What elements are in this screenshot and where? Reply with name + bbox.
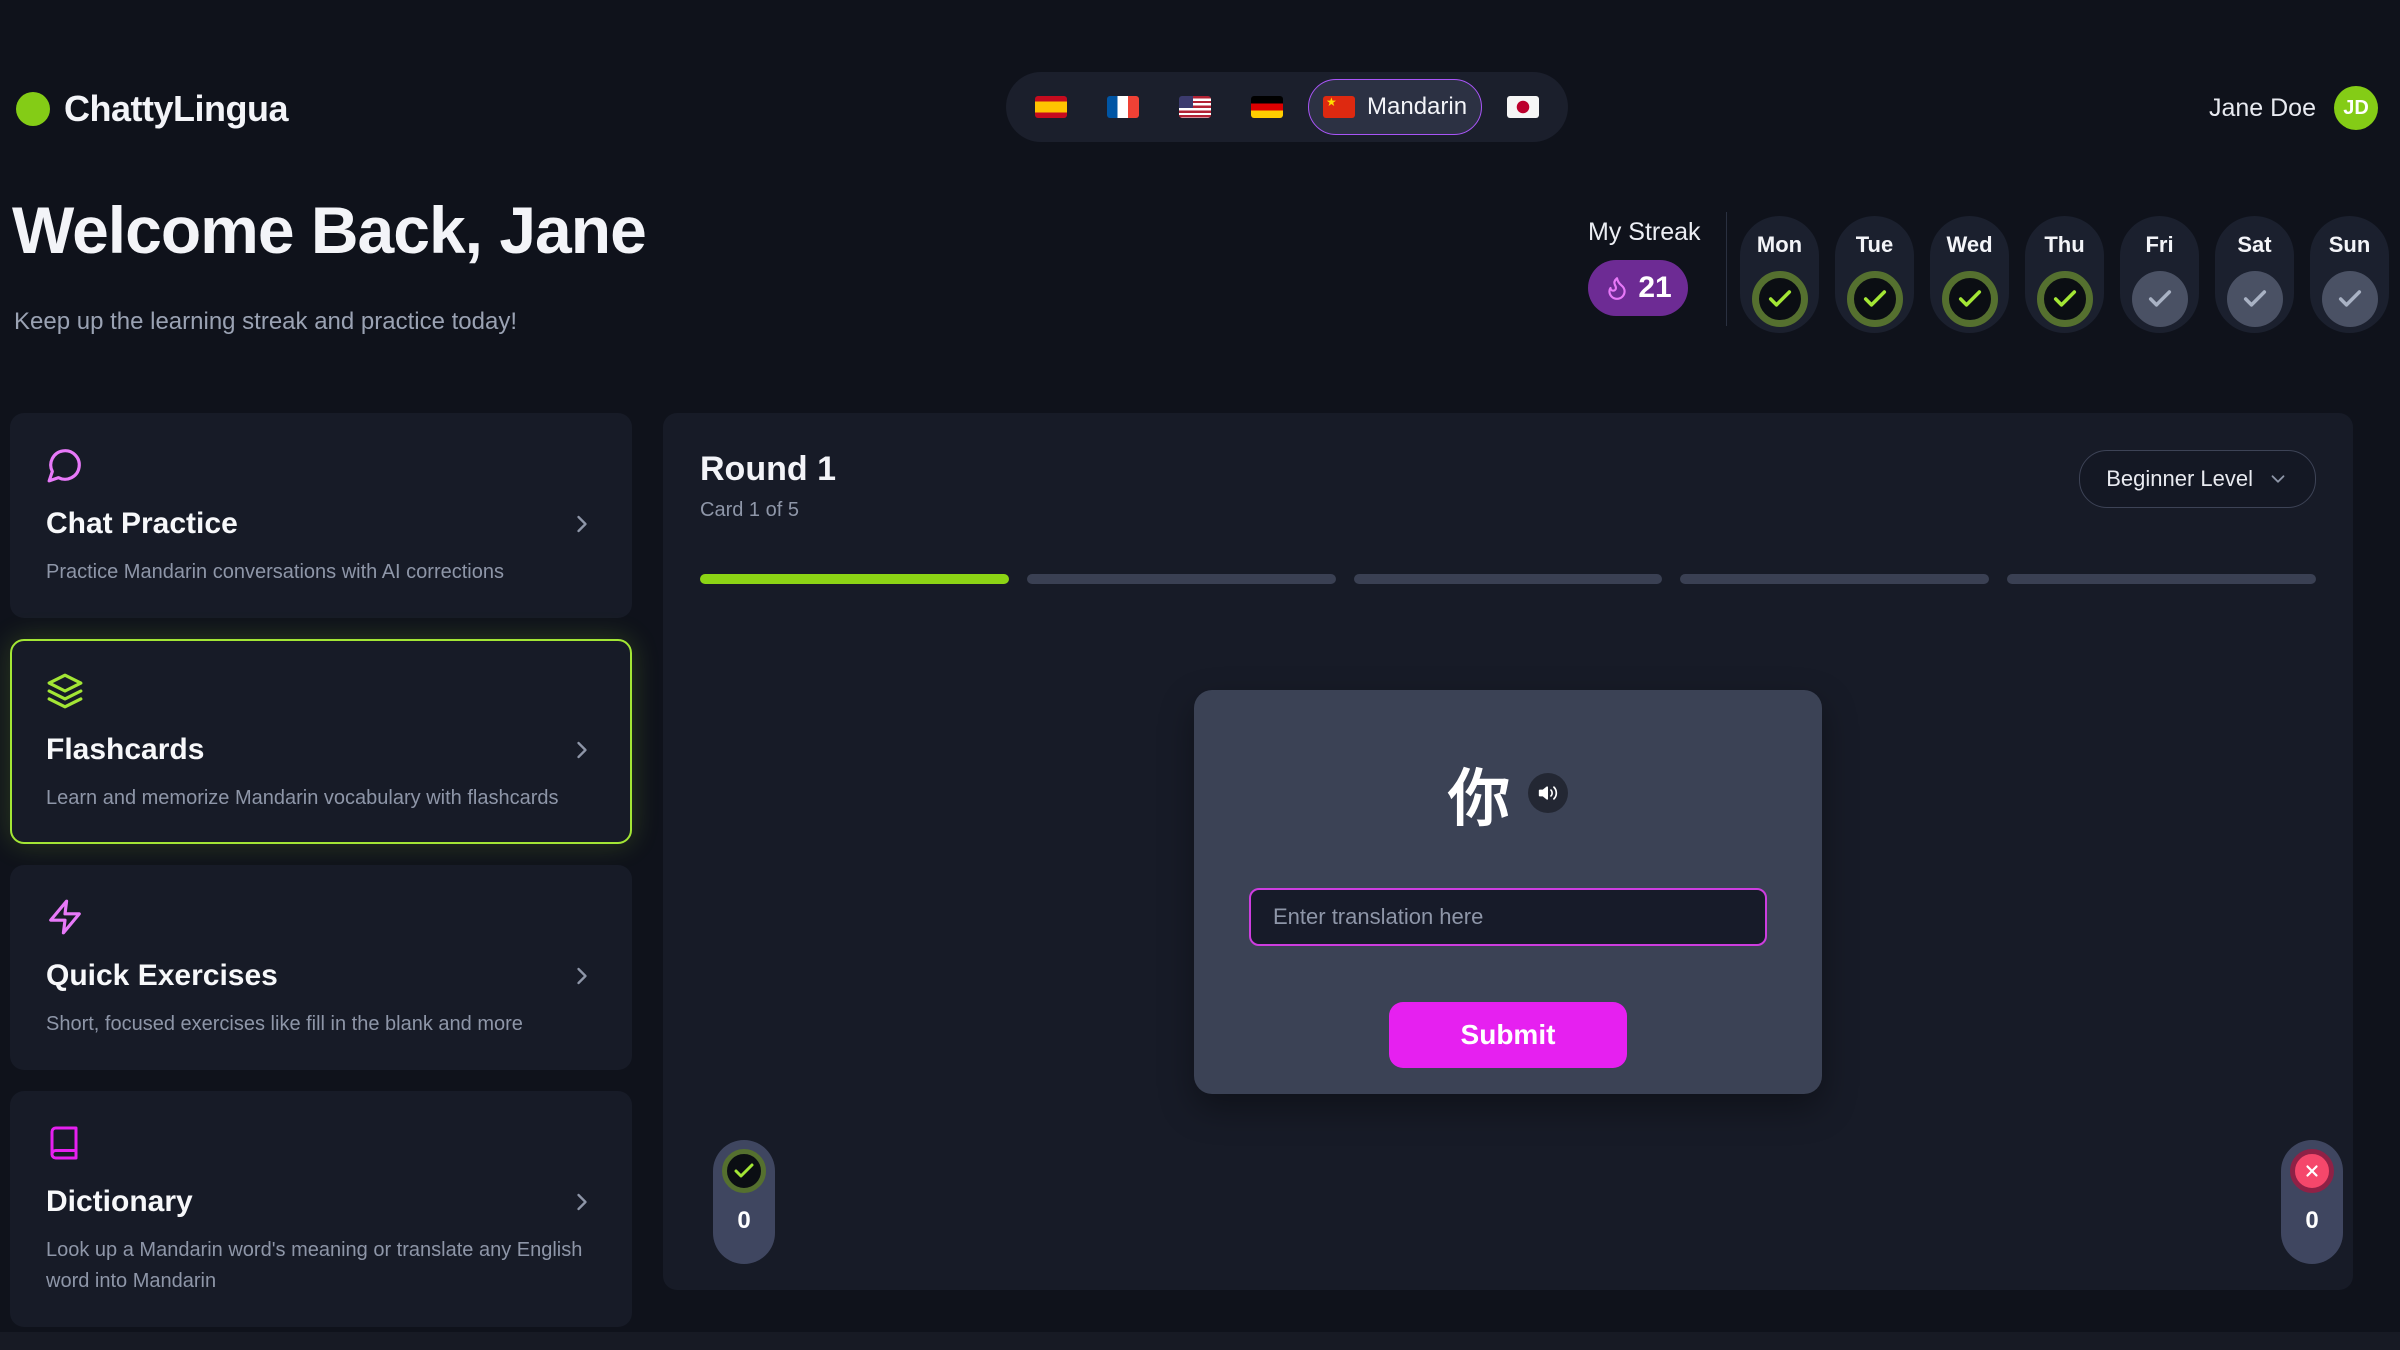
sidebar-item-description: Learn and memorize Mandarin vocabulary w…: [46, 787, 559, 809]
flag-japan-icon: [1507, 96, 1540, 118]
day-pill-fri: Fri: [2120, 216, 2199, 333]
sidebar-item-title: Quick Exercises: [46, 959, 278, 992]
flag-usa-icon: [1179, 96, 1211, 118]
flag-germany-icon: [1251, 96, 1283, 118]
day-pill-wed: Wed: [1930, 216, 2009, 333]
logo-dot-icon: [16, 92, 50, 126]
divider: [1726, 212, 1727, 326]
day-label: Tue: [1855, 232, 1894, 257]
chevron-down-icon: [2271, 475, 2285, 483]
language-option-english[interactable]: [1164, 79, 1226, 135]
sidebar-item-title: Dictionary: [46, 1185, 193, 1218]
book-icon: [50, 1126, 78, 1160]
lightning-icon: [49, 899, 81, 935]
day-pill-thu: Thu: [2025, 216, 2104, 333]
language-option-mandarin[interactable]: Mandarin: [1308, 79, 1483, 135]
day-pill-sun: Sun: [2310, 216, 2389, 333]
day-label: Mon: [1756, 232, 1803, 257]
user-menu[interactable]: Jane Doe JD: [2209, 86, 2378, 130]
flashcard: 你 Submit: [1194, 690, 1822, 1094]
day-label: Fri: [2145, 232, 2174, 257]
sidebar-item-description: Look up a Mandarin word's meaning or tra…: [46, 1239, 583, 1292]
flame-icon: [1608, 277, 1626, 300]
progress-segment: [700, 574, 1009, 584]
correct-counter: 0: [713, 1140, 775, 1264]
language-switcher: Mandarin: [1006, 72, 1569, 142]
flashcard-prompt: 你: [1447, 765, 1510, 834]
language-option-german[interactable]: [1236, 79, 1298, 135]
sidebar-item-title: Flashcards: [46, 733, 205, 766]
language-option-label: Mandarin: [1367, 93, 1468, 120]
check-icon: [2131, 271, 2188, 327]
day-pill-sat: Sat: [2215, 216, 2294, 333]
chevron-right-icon: [577, 1193, 587, 1211]
card-progress-label: Card 1 of 5: [700, 499, 799, 521]
check-icon: [1751, 271, 1808, 327]
wrong-count: 0: [2305, 1207, 2319, 1234]
check-icon: [1846, 271, 1903, 327]
streak-label: My Streak: [1588, 218, 1701, 246]
sidebar-item-description: Practice Mandarin conversations with AI …: [46, 561, 504, 583]
app-logo: ChattyLingua: [16, 88, 289, 130]
chevron-right-icon: [577, 967, 587, 985]
wrong-x-icon: [2290, 1149, 2334, 1193]
level-selector[interactable]: Beginner Level: [2079, 450, 2316, 508]
flashcards-panel: Round 1 Card 1 of 5 Beginner Level 你 Sub…: [663, 413, 2353, 1290]
check-icon: [1941, 271, 1998, 327]
avatar[interactable]: JD: [2334, 86, 2378, 130]
sidebar: Chat Practice Practice Mandarin conversa…: [10, 413, 632, 1327]
language-option-japanese[interactable]: [1492, 79, 1554, 135]
sidebar-item-title: Chat Practice: [46, 507, 238, 540]
round-progress-bar: [700, 574, 2316, 584]
progress-segment: [1353, 574, 1663, 584]
sidebar-item-description: Short, focused exercises like fill in th…: [46, 1013, 523, 1035]
day-label: Wed: [1946, 232, 1993, 257]
flag-france-icon: [1107, 96, 1139, 118]
day-label: Thu: [2044, 232, 2085, 257]
sidebar-item-chat-practice[interactable]: Chat Practice Practice Mandarin conversa…: [10, 413, 632, 618]
day-label: Sat: [2237, 232, 2272, 257]
translation-input[interactable]: [1249, 888, 1767, 946]
language-option-french[interactable]: [1092, 79, 1154, 135]
user-name: Jane Doe: [2208, 93, 2316, 122]
chevron-right-icon: [577, 515, 587, 533]
correct-count: 0: [737, 1207, 751, 1234]
flag-china-icon: [1323, 95, 1355, 118]
page-title: Welcome Back, Jane: [12, 193, 647, 267]
language-option-spanish[interactable]: [1020, 79, 1082, 135]
speaker-icon: [1538, 786, 1558, 800]
check-icon: [2036, 271, 2093, 327]
day-label: Sun: [2328, 232, 2371, 257]
submit-button[interactable]: Submit: [1389, 1002, 1627, 1068]
check-icon: [2226, 271, 2283, 327]
streak-count: 21: [1638, 271, 1672, 304]
level-selector-label: Beginner Level: [2106, 466, 2253, 491]
day-pill-mon: Mon: [1740, 216, 1819, 333]
correct-check-icon: [722, 1149, 766, 1193]
chat-bubble-icon: [47, 449, 81, 483]
play-audio-button[interactable]: [1528, 773, 1568, 813]
app-title: ChattyLingua: [64, 88, 289, 129]
flag-spain-icon: [1035, 96, 1067, 118]
weekly-streak-tracker: Mon Tue Wed Thu Fri Sat Sun: [1740, 216, 2389, 333]
bottom-strip: [0, 1332, 2400, 1350]
wrong-counter: 0: [2281, 1140, 2343, 1264]
check-icon: [2321, 271, 2378, 327]
progress-segment: [2007, 574, 2316, 584]
streak-badge: 21: [1588, 260, 1688, 316]
page-subtitle: Keep up the learning streak and practice…: [14, 308, 517, 335]
sidebar-item-flashcards[interactable]: Flashcards Learn and memorize Mandarin v…: [10, 639, 632, 844]
day-pill-tue: Tue: [1835, 216, 1914, 333]
progress-segment: [1026, 574, 1336, 584]
sidebar-item-dictionary[interactable]: Dictionary Look up a Mandarin word's mea…: [10, 1091, 632, 1327]
chevron-right-icon: [577, 741, 587, 759]
round-title: Round 1: [700, 450, 836, 488]
layers-icon: [47, 673, 83, 709]
progress-segment: [1680, 574, 1990, 584]
sidebar-item-quick-exercises[interactable]: Quick Exercises Short, focused exercises…: [10, 865, 632, 1070]
